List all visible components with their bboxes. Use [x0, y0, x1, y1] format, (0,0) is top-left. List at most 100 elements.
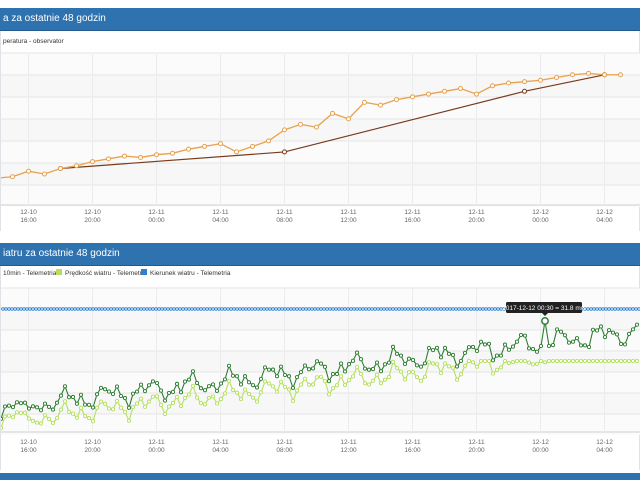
temperature-point[interactable] [218, 141, 223, 147]
gust-point [302, 363, 308, 368]
speed-point [486, 358, 492, 364]
direction-point [67, 307, 71, 311]
temperature-point[interactable] [570, 72, 575, 78]
temperature-point[interactable] [298, 121, 303, 127]
speed-point [446, 364, 452, 369]
temperature-point[interactable] [378, 102, 383, 108]
speed-point [226, 378, 232, 383]
direction-point [40, 307, 44, 311]
direction-point [7, 307, 11, 311]
temperature-point[interactable] [106, 156, 111, 162]
direction-point [250, 307, 254, 311]
legend-item[interactable]: Prędkość wiatru - Telemetria [65, 270, 147, 277]
legend-item[interactable]: Kierunek wiatru - Telemetria [150, 270, 231, 277]
temperature-point[interactable] [362, 99, 367, 105]
gust-point [354, 350, 360, 355]
temperature-point[interactable] [346, 116, 351, 122]
direction-point [265, 307, 269, 311]
temperature-point[interactable] [250, 143, 255, 149]
speed-point [554, 358, 560, 364]
highlighted-point[interactable] [541, 317, 549, 325]
direction-point [280, 307, 284, 311]
direction-point [292, 307, 296, 311]
speed-point [78, 405, 84, 410]
gust-point [162, 398, 168, 403]
temperature-point[interactable] [538, 77, 543, 83]
speed-point [74, 415, 80, 420]
gust-point [10, 405, 16, 410]
gust-point [1, 416, 4, 421]
speed-point [94, 405, 100, 410]
legend-item[interactable]: 10min - Telemetria [3, 270, 57, 277]
temperature-point[interactable] [154, 152, 159, 158]
gust-point [218, 381, 224, 386]
temperature-point[interactable] [506, 80, 511, 86]
direction-point [601, 307, 605, 311]
temperature-point[interactable] [10, 174, 15, 180]
temperature-point[interactable] [314, 124, 319, 130]
plot-band [1, 75, 640, 97]
gust-point [522, 333, 528, 338]
temperature-point[interactable] [202, 143, 207, 149]
temperature-point[interactable] [474, 91, 479, 97]
direction-point [223, 307, 227, 311]
temperature-point[interactable] [90, 159, 95, 165]
direction-point [463, 307, 467, 311]
temperature-point[interactable] [266, 138, 271, 144]
speed-point [502, 358, 508, 364]
gust-point [274, 374, 280, 379]
temperature-point[interactable] [410, 94, 415, 100]
trend-point[interactable] [522, 88, 527, 94]
direction-point [10, 307, 14, 311]
legend-swatch[interactable] [56, 269, 62, 275]
temperature-point[interactable] [170, 150, 175, 156]
temperature-point[interactable] [282, 127, 287, 133]
temperature-point[interactable] [234, 149, 239, 155]
temperature-point[interactable] [458, 86, 463, 92]
gust-point [166, 390, 172, 395]
direction-point [229, 307, 233, 311]
wind-chart: 12-1016:0012-1020:0012-1100:0012-1104:00… [1, 269, 640, 454]
temperature-point[interactable] [522, 79, 527, 85]
temperature-point[interactable] [26, 168, 31, 174]
legend-temperature[interactable]: peratura - observator [3, 38, 65, 45]
speed-point [450, 365, 456, 370]
temperature-point[interactable] [122, 153, 127, 159]
speed-point [142, 404, 148, 409]
speed-point [314, 375, 320, 380]
gust-point [614, 332, 620, 337]
temperature-point[interactable] [42, 171, 47, 177]
gust-point [386, 360, 392, 365]
temperature-point[interactable] [490, 83, 495, 89]
gust-point [206, 384, 212, 389]
temperature-point[interactable] [330, 110, 335, 116]
temperature-point[interactable] [554, 75, 559, 81]
gust-point [570, 339, 576, 344]
plot-band [1, 330, 640, 351]
legend-swatch[interactable] [141, 269, 147, 275]
speed-point [318, 374, 324, 379]
x-tick-time: 20:00 [84, 447, 101, 454]
gust-point [114, 384, 120, 389]
temperature-point[interactable] [602, 72, 607, 78]
temperature-chart: 12-1016:0012-1020:0012-1100:0012-1104:00… [1, 38, 640, 224]
gust-point [610, 330, 616, 335]
direction-point [256, 307, 260, 311]
temperature-point[interactable] [138, 154, 143, 160]
gust-point [90, 405, 96, 410]
speed-point [98, 399, 104, 404]
temperature-point[interactable] [74, 163, 79, 169]
temperature-point[interactable] [394, 97, 399, 103]
direction-point [202, 307, 206, 311]
temperature-point[interactable] [442, 88, 447, 94]
temperature-point[interactable] [618, 72, 623, 78]
temperature-point[interactable] [58, 165, 63, 171]
temperature-point[interactable] [586, 70, 591, 76]
speed-point [58, 407, 64, 412]
gust-point [238, 382, 244, 387]
trend-point[interactable] [282, 149, 287, 155]
temperature-point[interactable] [186, 146, 191, 152]
speed-point [282, 384, 288, 390]
gust-point [422, 361, 428, 366]
temperature-point[interactable] [426, 91, 431, 97]
